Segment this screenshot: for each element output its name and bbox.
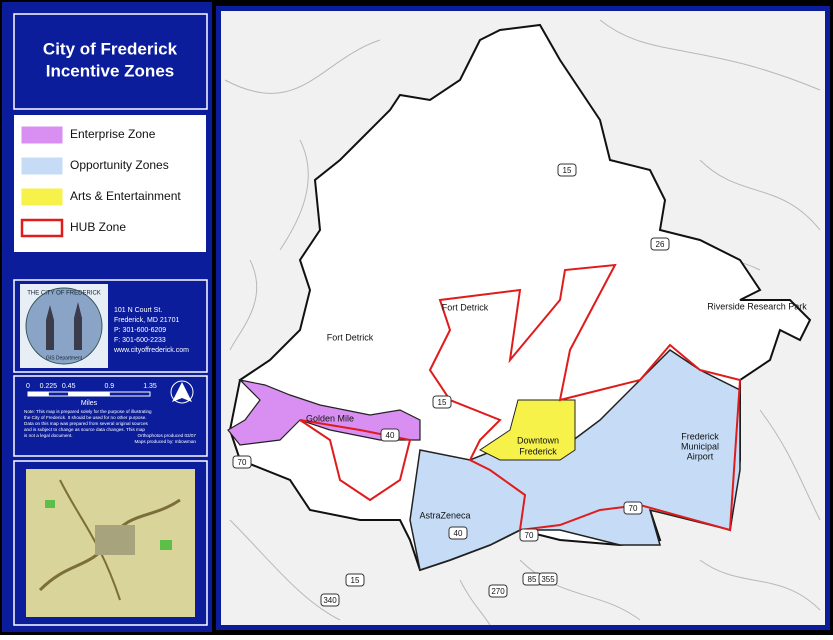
- route-number: 26: [656, 240, 665, 249]
- map-label: Downtown: [517, 435, 559, 445]
- credit-line: Orthophotos produced 03/07: [138, 433, 197, 438]
- scale-segment: [68, 391, 110, 397]
- title-box: [13, 13, 208, 110]
- route-shield: [432, 395, 452, 409]
- route-shield: [519, 528, 539, 542]
- title: City of Frederick: [43, 39, 178, 58]
- scale-box: [13, 375, 208, 457]
- legend-label: Enterprise Zone: [70, 127, 156, 141]
- route-number: 15: [563, 166, 572, 175]
- scale-bar: 0 0.225 0.45 0.9 1.35 Miles: [26, 383, 157, 407]
- legend-label: Arts & Entertainment: [70, 189, 181, 203]
- map-label: Frederick: [681, 431, 719, 441]
- route-shields: 15 26 15 40 70 70 70 40 85 355 15 340 270: [232, 163, 670, 607]
- scale-label: 0: [26, 383, 30, 390]
- contact-line: 101 N Court St.: [114, 307, 162, 314]
- map-label: AstraZeneca: [419, 510, 470, 520]
- scale-unit: Miles: [81, 400, 98, 407]
- logo-spires: [46, 302, 82, 350]
- enterprise-zone: [227, 379, 421, 446]
- contact-line: F: 301-600-2233: [114, 337, 166, 344]
- map-label: Riverside Research Park: [707, 301, 807, 311]
- route-number: 70: [525, 531, 534, 540]
- north-ring: [170, 380, 194, 404]
- road: [224, 19, 821, 621]
- hub-outline: [428, 263, 742, 532]
- legend-swatch: [21, 126, 63, 144]
- inset-park: [160, 540, 172, 550]
- scale-segment: [47, 391, 70, 397]
- route-shield: [232, 455, 252, 469]
- map-label: Golden Mile: [306, 413, 354, 423]
- route-shield: [448, 526, 468, 540]
- logo-seal: [25, 287, 103, 365]
- route-shield: [538, 572, 558, 586]
- route-number: 15: [438, 398, 447, 407]
- legend-swatch: [21, 157, 63, 175]
- note-line: Data on this map was prepared from sever…: [24, 421, 149, 426]
- route-shield: [557, 163, 577, 177]
- north-arrow: [172, 382, 192, 402]
- title: Incentive Zones: [46, 61, 174, 80]
- inset-park: [45, 500, 55, 508]
- legend-swatch: [20, 218, 64, 238]
- logo-ring: THE CITY OF FREDERICK: [27, 291, 101, 297]
- route-shield: [320, 593, 340, 607]
- map-labels: Fort Detrick Fort Detrick Golden Mile Downt…: [306, 301, 807, 520]
- scale-label: 0.9: [104, 383, 114, 390]
- credit-line: Maps produced by: mbowman: [134, 439, 196, 444]
- route-number: 15: [351, 576, 360, 585]
- arts-zone: [479, 399, 576, 461]
- inset-road: [59, 479, 121, 601]
- scale-label: 0.225: [40, 383, 58, 390]
- route-number: 340: [323, 596, 337, 605]
- route-number: 70: [238, 458, 247, 467]
- route-shield: [488, 584, 508, 598]
- route-number: 270: [491, 587, 505, 596]
- contact: 101 N Court St. Frederick, MD 21701 P: 301…: [113, 307, 189, 354]
- map-label: Fort Detrick: [442, 302, 489, 312]
- route-number: 40: [386, 431, 395, 440]
- route-shield: [345, 573, 365, 587]
- contact-line: P: 301-600-6209: [114, 327, 166, 334]
- legend-label: HUB Zone: [70, 220, 126, 234]
- scale-segment: [27, 391, 49, 397]
- legend: Enterprise Zone Opportunity Zones Arts & E…: [20, 126, 181, 238]
- hub-zone: [299, 263, 742, 532]
- scale-label: 0.45: [62, 383, 76, 390]
- logo-department: GIS Department: [46, 355, 83, 361]
- note-line: and is subject to change as source data …: [24, 427, 145, 432]
- inset-town: [95, 525, 135, 555]
- route-number: 85: [528, 575, 537, 584]
- note: Note: This map is prepared solely for th…: [24, 409, 196, 444]
- map-label: Airport: [687, 451, 714, 461]
- note-line: the City of Frederick. It should be used…: [24, 415, 147, 420]
- map-label: Frederick: [519, 446, 557, 456]
- legend-swatch: [21, 188, 63, 206]
- route-number: 70: [629, 504, 638, 513]
- note-line: Note: This map is prepared solely for th…: [24, 409, 152, 414]
- route-shield: [650, 237, 670, 251]
- map-label: Fort Detrick: [327, 332, 374, 342]
- route-number: 355: [541, 575, 555, 584]
- route-shield: [380, 428, 400, 442]
- route-number: 40: [454, 529, 463, 538]
- scale-segment: [108, 391, 151, 397]
- scale-label: 1.35: [143, 383, 157, 390]
- legend-label: Opportunity Zones: [70, 158, 169, 172]
- note-line: is not a legal document.: [24, 433, 73, 438]
- map-label: Municipal: [681, 441, 719, 451]
- contact-line: Frederick, MD 21701: [114, 317, 179, 324]
- contact-line: www.cityoffrederick.com: [113, 347, 189, 354]
- route-shield: [623, 501, 643, 515]
- hub-outline: [299, 419, 412, 502]
